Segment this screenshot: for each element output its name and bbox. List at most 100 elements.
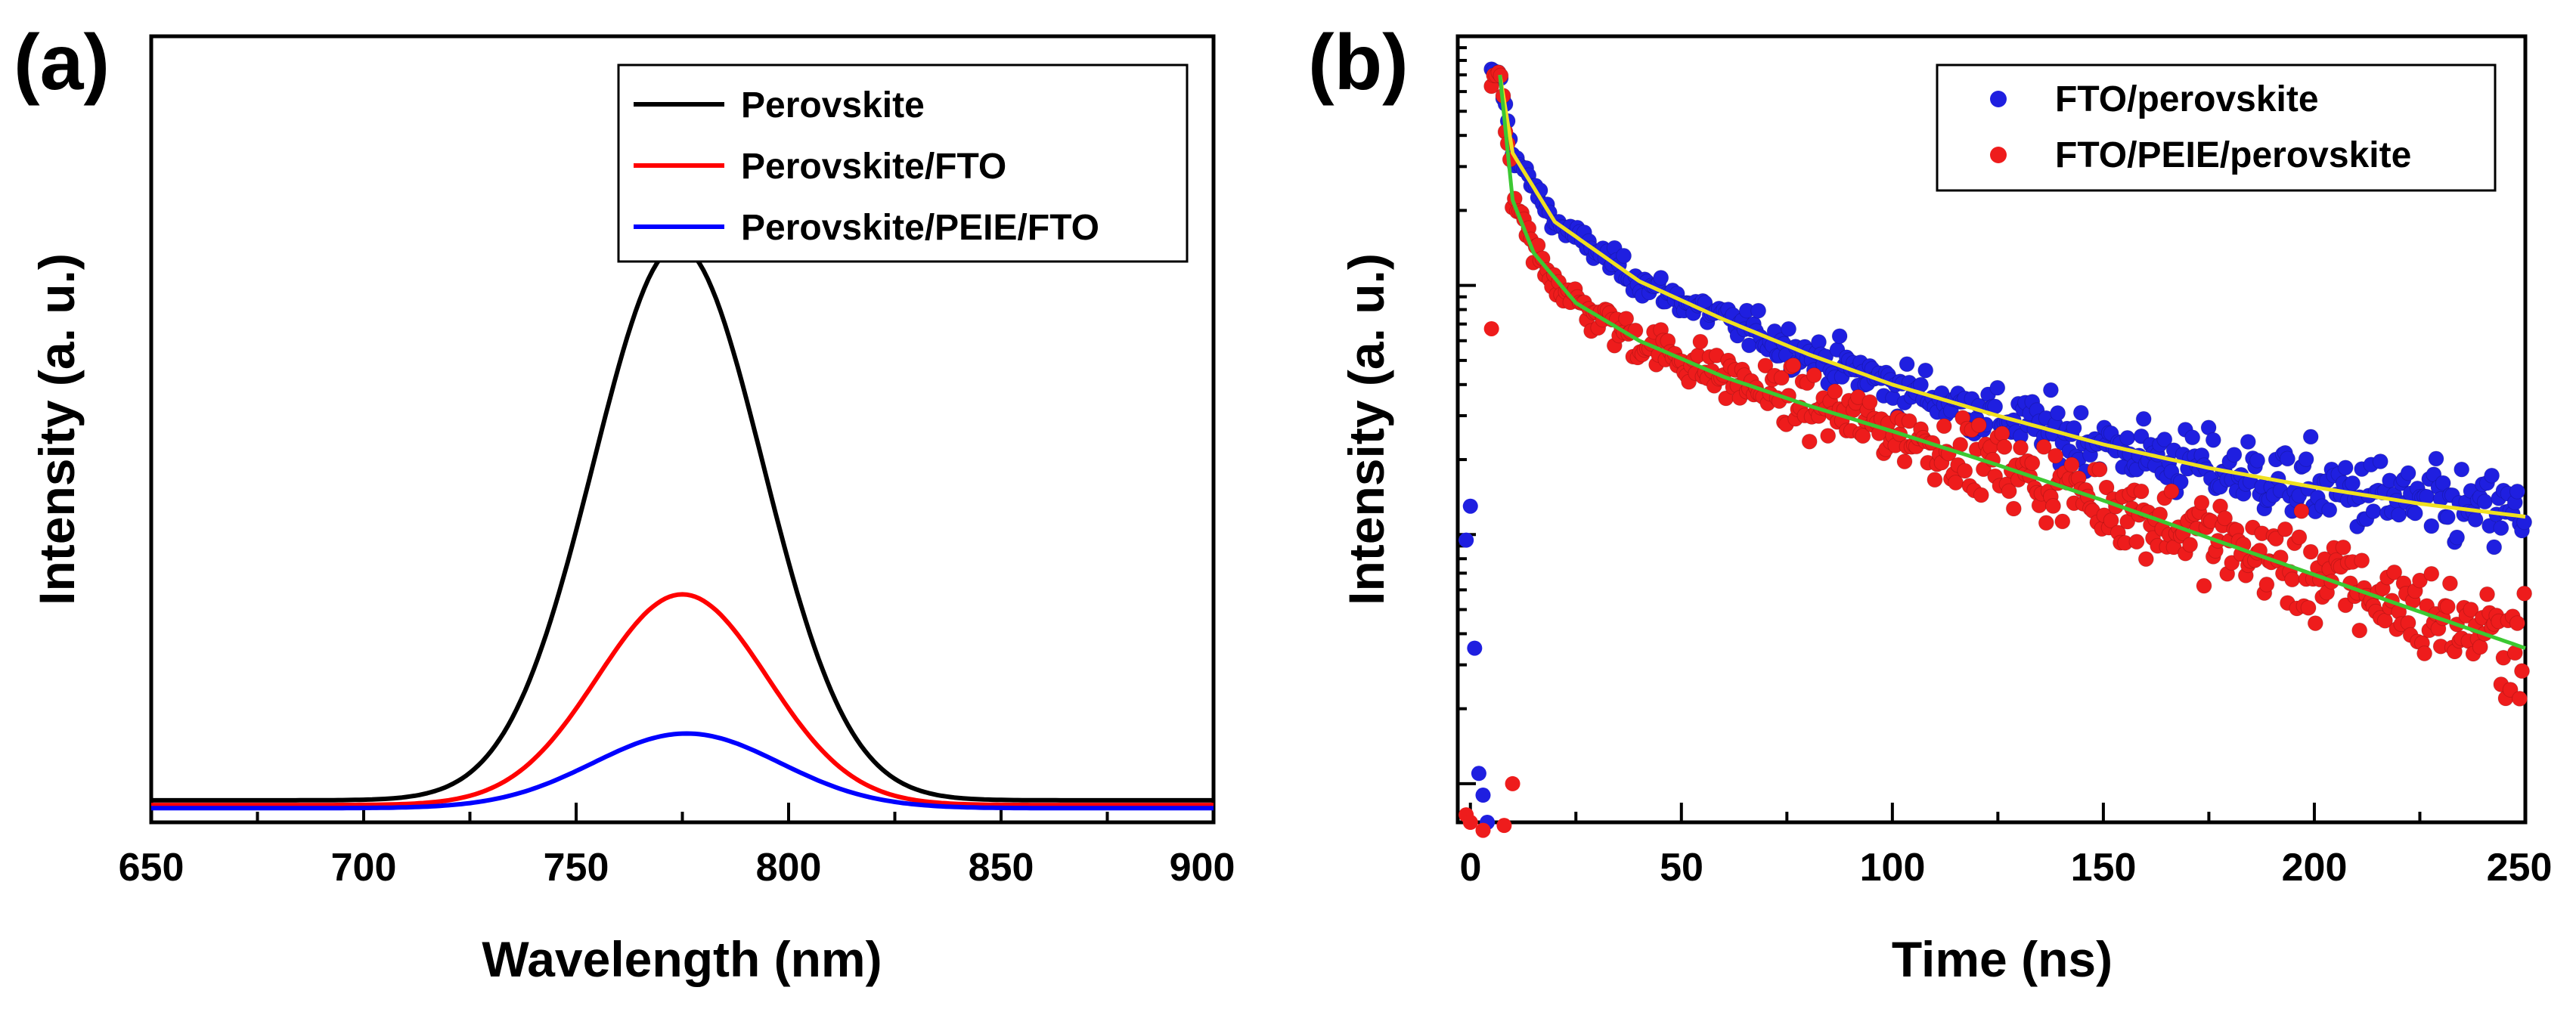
panel-a-label: (a) bbox=[14, 19, 110, 107]
data-point-fto-peie-perovskite bbox=[2103, 512, 2119, 529]
data-point-fto-perovskite bbox=[2428, 450, 2444, 467]
data-point-fto-perovskite bbox=[1653, 270, 1669, 286]
data-point-fto-perovskite bbox=[2372, 453, 2388, 469]
panel-b-xtick-label: 150 bbox=[2071, 846, 2137, 890]
data-point-fto-perovskite bbox=[2298, 451, 2314, 467]
data-point-fto-peie-perovskite bbox=[2013, 439, 2029, 456]
data-point-fto-peie-perovskite bbox=[1855, 428, 1871, 444]
panel-b-xtick-label: 0 bbox=[1460, 846, 1482, 890]
data-point-fto-perovskite bbox=[1781, 320, 1797, 337]
data-point-fto-peie-perovskite bbox=[1896, 453, 1913, 470]
data-point-fto-peie-perovskite bbox=[2479, 586, 2495, 602]
data-point-fto-peie-perovskite bbox=[2098, 479, 2115, 496]
data-point-fto-peie-perovskite bbox=[2268, 531, 2284, 547]
data-point-fto-peie-perovskite bbox=[2412, 572, 2428, 589]
data-point-fto-peie-perovskite bbox=[2307, 615, 2323, 632]
data-point-fto-peie-perovskite bbox=[2423, 565, 2440, 582]
panel-a-xtick-label: 850 bbox=[969, 846, 1034, 890]
data-point-fto-perovskite bbox=[2449, 529, 2466, 546]
data-point-fto-peie-perovskite bbox=[2217, 510, 2233, 527]
data-point-fto-perovskite bbox=[2050, 405, 2066, 421]
data-point-fto-peie-perovskite bbox=[2128, 534, 2145, 550]
panel-b-xtick-label: 200 bbox=[2282, 846, 2348, 890]
data-point-fto-peie-perovskite bbox=[1927, 472, 1943, 488]
data-point-fto-peie-perovskite bbox=[2284, 571, 2301, 588]
data-point-fto-peie-perovskite bbox=[1692, 333, 1709, 350]
panel-a-xtick-label: 700 bbox=[331, 846, 397, 890]
data-point-fto-perovskite bbox=[2280, 450, 2295, 467]
data-point-fto-peie-perovskite bbox=[2137, 551, 2154, 568]
data-point-fto-perovskite bbox=[1616, 247, 1632, 264]
data-point-fto-perovskite bbox=[2423, 518, 2440, 534]
legend-label-perovskite-fto: Perovskite/FTO bbox=[741, 147, 1006, 187]
data-point-fto-perovskite bbox=[2435, 475, 2451, 491]
data-point-fto-peie-perovskite bbox=[2163, 483, 2180, 500]
data-point-fto-peie-perovskite bbox=[1496, 818, 1512, 834]
data-point-fto-perovskite bbox=[2249, 452, 2266, 469]
data-point-fto-peie-perovskite bbox=[1773, 370, 1790, 386]
panel-a-yaxis-title: Intensity (a. u.) bbox=[29, 253, 85, 605]
data-point-fto-perovskite bbox=[2516, 514, 2533, 531]
data-point-fto-peie-perovskite bbox=[1827, 383, 1843, 400]
data-point-fto-perovskite bbox=[2156, 431, 2173, 447]
series-line-perovskite-fto bbox=[151, 592, 1214, 808]
data-point-fto-perovskite bbox=[2476, 494, 2493, 510]
data-point-fto-peie-perovskite bbox=[1820, 428, 1837, 444]
legend-marker-fto-perovskite bbox=[1990, 91, 2007, 107]
data-point-fto-peie-perovskite bbox=[2054, 513, 2071, 530]
data-point-fto-peie-perovskite bbox=[1505, 775, 1520, 791]
panel-a-xtick-label: 900 bbox=[1170, 846, 1235, 890]
data-point-fto-perovskite bbox=[2407, 505, 2423, 522]
data-point-fto-perovskite bbox=[1831, 328, 1848, 345]
data-point-fto-perovskite bbox=[2302, 429, 2319, 445]
data-point-fto-peie-perovskite bbox=[1801, 433, 1818, 450]
fit-curve-fto-perovskite bbox=[1498, 74, 2526, 519]
data-point-fto-perovskite bbox=[1462, 498, 1478, 514]
data-point-fto-peie-perovskite bbox=[2063, 457, 2080, 473]
data-point-fto-peie-perovskite bbox=[1957, 463, 1973, 479]
data-point-fto-peie-perovskite bbox=[1806, 367, 1822, 383]
data-point-fto-peie-perovskite bbox=[2293, 503, 2310, 519]
data-point-fto-perovskite bbox=[1917, 362, 1934, 379]
data-point-fto-peie-perovskite bbox=[2047, 447, 2064, 464]
data-point-fto-peie-perovskite bbox=[2182, 537, 2199, 553]
panel-b-xtick-label: 100 bbox=[1860, 846, 1926, 890]
data-point-fto-peie-perovskite bbox=[2509, 615, 2525, 632]
data-point-fto-peie-perovskite bbox=[2463, 602, 2479, 617]
data-point-fto-peie-perovskite bbox=[2133, 483, 2150, 500]
panel-a-xtick-label: 750 bbox=[544, 846, 609, 890]
data-point-fto-peie-perovskite bbox=[2024, 455, 2041, 472]
data-point-fto-peie-perovskite bbox=[2045, 498, 2061, 514]
data-point-fto-peie-perovskite bbox=[2277, 521, 2293, 537]
data-point-fto-perovskite bbox=[2205, 432, 2221, 448]
data-point-fto-peie-perovskite bbox=[1994, 426, 2010, 442]
panel-b: (b) 0 50 100 150 200 250 Time (ns) Inten… bbox=[1308, 19, 2552, 987]
data-point-fto-peie-perovskite bbox=[2335, 539, 2351, 556]
data-point-fto-perovskite bbox=[2072, 404, 2089, 421]
data-point-fto-perovskite bbox=[2226, 447, 2243, 463]
data-point-fto-peie-perovskite bbox=[2416, 645, 2433, 662]
data-point-fto-peie-perovskite bbox=[2291, 529, 2308, 546]
data-point-fto-peie-perovskite bbox=[2354, 552, 2370, 569]
data-point-fto-peie-perovskite bbox=[1901, 413, 1917, 429]
legend-marker-fto-peie-perovskite bbox=[1990, 147, 2007, 163]
data-point-fto-perovskite bbox=[1750, 302, 1767, 319]
panel-b-label: (b) bbox=[1308, 19, 1409, 107]
series-line-perovskite-peie-fto bbox=[151, 731, 1214, 811]
data-point-fto-perovskite bbox=[2467, 512, 2484, 528]
series-line-perovskite bbox=[151, 243, 1214, 803]
panel-a: (a) 650 700 750 800 850 900 Wavelength (… bbox=[14, 19, 1235, 987]
data-point-fto-perovskite bbox=[1458, 532, 1474, 548]
data-point-fto-peie-perovskite bbox=[2258, 576, 2275, 593]
panel-b-xaxis-title: Time (ns) bbox=[1892, 931, 2113, 987]
data-point-fto-peie-perovskite bbox=[2005, 500, 2022, 517]
data-point-fto-peie-perovskite bbox=[2514, 663, 2530, 679]
data-point-fto-perovskite bbox=[2337, 460, 2354, 476]
data-point-fto-perovskite bbox=[1471, 766, 1486, 782]
data-point-fto-perovskite bbox=[2365, 503, 2382, 519]
panel-b-yaxis-title: Intensity (a. u.) bbox=[1338, 253, 1394, 605]
data-point-fto-peie-perovskite bbox=[1970, 417, 1987, 433]
panel-a-xtick-label: 800 bbox=[756, 846, 822, 890]
fit-curve-fto-peie-perovskite bbox=[1498, 74, 2526, 650]
data-point-fto-peie-perovskite bbox=[2035, 438, 2052, 455]
